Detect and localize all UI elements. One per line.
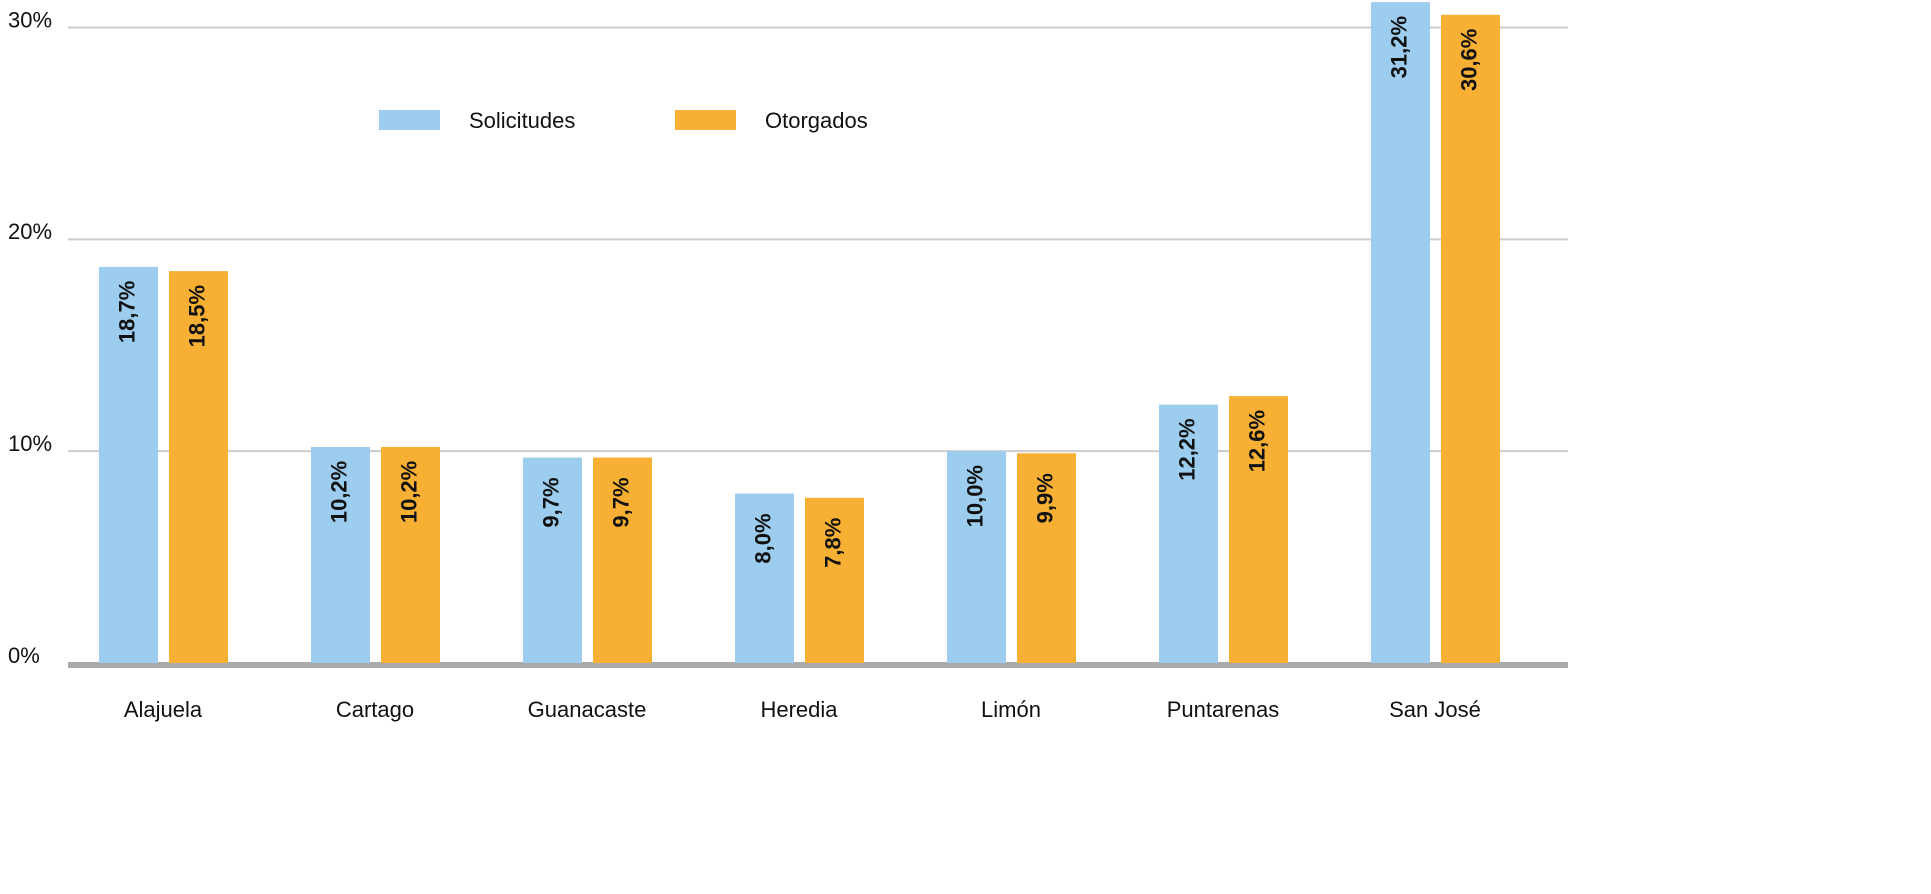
bar xyxy=(381,446,440,663)
bar xyxy=(99,266,158,663)
value-label: 8,0% xyxy=(750,513,775,563)
y-tick-label: 10% xyxy=(8,431,52,456)
value-label: 12,6% xyxy=(1244,410,1269,472)
legend-label: Otorgados xyxy=(765,108,868,133)
bar xyxy=(311,446,370,663)
value-label: 9,7% xyxy=(608,477,633,527)
y-tick-label: 30% xyxy=(8,7,52,32)
y-tick-label: 20% xyxy=(8,219,52,244)
value-label: 10,0% xyxy=(962,465,987,527)
value-label: 18,5% xyxy=(184,285,209,347)
bar xyxy=(1017,453,1076,663)
value-label: 18,7% xyxy=(114,281,139,343)
bar xyxy=(523,457,582,663)
value-label: 7,8% xyxy=(820,518,845,568)
bar xyxy=(947,451,1006,663)
x-tick-label: San José xyxy=(1389,697,1481,722)
bar xyxy=(1229,396,1288,663)
x-tick-label: Cartago xyxy=(336,697,414,722)
legend-label: Solicitudes xyxy=(469,108,575,133)
value-label: 9,7% xyxy=(538,477,563,527)
value-label: 12,2% xyxy=(1174,418,1199,480)
value-label: 10,2% xyxy=(326,461,351,523)
bar xyxy=(1371,2,1430,663)
legend-swatch xyxy=(379,110,440,130)
y-tick-label: 0% xyxy=(8,643,40,668)
value-label: 10,2% xyxy=(396,461,421,523)
bar xyxy=(1159,404,1218,663)
bar xyxy=(805,497,864,663)
x-tick-label: Guanacaste xyxy=(528,697,647,722)
x-tick-label: Alajuela xyxy=(124,697,203,722)
bar xyxy=(735,493,794,663)
value-label: 9,9% xyxy=(1032,473,1057,523)
x-tick-label: Limón xyxy=(981,697,1041,722)
x-tick-label: Heredia xyxy=(760,697,838,722)
value-label: 31,2% xyxy=(1386,16,1411,78)
value-label: 30,6% xyxy=(1456,29,1481,91)
x-tick-label: Puntarenas xyxy=(1167,697,1280,722)
bar xyxy=(1441,14,1500,664)
bar xyxy=(593,457,652,663)
bar xyxy=(169,271,228,663)
legend-swatch xyxy=(675,110,736,130)
